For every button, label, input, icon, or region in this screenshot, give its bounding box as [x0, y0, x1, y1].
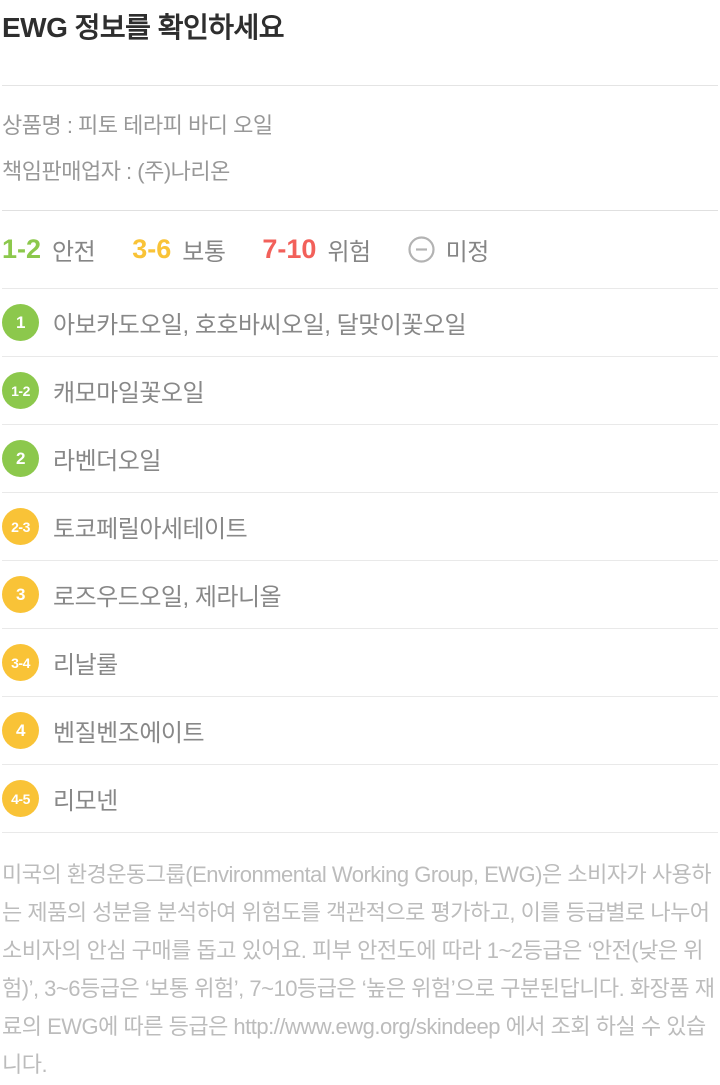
grade-badge: 4-5	[2, 780, 39, 817]
legend-undetermined: 미정	[408, 232, 489, 267]
legend-safe-range: 1-2	[2, 234, 42, 264]
seller-name-text: 책임판매업자 : (주)나리온	[2, 159, 230, 184]
ingredient-row: 4-5 리모넨	[2, 765, 718, 833]
ingredient-names: 리모넨	[53, 788, 118, 815]
grade-legend: 1-2 안전 3-6 보통 7-10 위험 미정	[2, 211, 718, 289]
ingredient-names: 리날룰	[53, 652, 118, 679]
ingredient-names: 토코페릴아세테이트	[53, 516, 248, 543]
legend-danger-label: 위험	[327, 239, 371, 266]
legend-undetermined-label: 미정	[445, 239, 490, 266]
ingredient-names: 캐모마일꽃오일	[53, 380, 205, 407]
grade-badge: 4	[2, 712, 39, 749]
ingredient-names: 라벤더오일	[53, 448, 161, 475]
legend-danger-range: 7-10	[262, 234, 317, 264]
ingredient-names: 아보카도오일, 호호바씨오일, 달맞이꽃오일	[53, 312, 467, 339]
legend-moderate-label: 보통	[182, 239, 226, 266]
product-info: 상품명 : 피토 테라피 바디 오일 책임판매업자 : (주)나리온	[2, 86, 718, 211]
grade-badge: 2-3	[2, 508, 39, 545]
legend-safe: 1-2 안전	[2, 232, 96, 267]
ingredient-names: 로즈우드오일, 제라니올	[53, 584, 282, 611]
grade-badge: 2	[2, 440, 39, 477]
ewg-description-text: 미국의 환경운동그룹(Environmental Working Group, …	[2, 862, 715, 1077]
ingredient-row: 2 라벤더오일	[2, 425, 718, 493]
ingredient-row: 1-2 캐모마일꽃오일	[2, 357, 718, 425]
legend-danger: 7-10 위험	[262, 232, 371, 267]
grade-badge: 3-4	[2, 644, 39, 681]
ingredient-row: 4 벤질벤조에이트	[2, 697, 718, 765]
ingredient-row: 1 아보카도오일, 호호바씨오일, 달맞이꽃오일	[2, 289, 718, 357]
ewg-description: 미국의 환경운동그룹(Environmental Working Group, …	[2, 833, 718, 1084]
grade-badge: 1	[2, 304, 39, 341]
minus-circle-icon	[408, 236, 435, 263]
grade-badge: 1-2	[2, 372, 39, 409]
ingredient-row: 3 로즈우드오일, 제라니올	[2, 561, 718, 629]
page-title: EWG 정보를 확인하세요	[2, 12, 285, 43]
header: EWG 정보를 확인하세요	[2, 0, 718, 86]
ingredient-names: 벤질벤조에이트	[53, 720, 205, 747]
legend-safe-label: 안전	[52, 239, 96, 266]
legend-moderate-range: 3-6	[132, 234, 172, 264]
legend-moderate: 3-6 보통	[132, 232, 226, 267]
ingredient-row: 3-4 리날룰	[2, 629, 718, 697]
grade-badge: 3	[2, 576, 39, 613]
ingredient-list: 1 아보카도오일, 호호바씨오일, 달맞이꽃오일 1-2 캐모마일꽃오일 2 라…	[2, 289, 718, 833]
ingredient-row: 2-3 토코페릴아세테이트	[2, 493, 718, 561]
product-name-text: 상품명 : 피토 테라피 바디 오일	[2, 113, 273, 138]
